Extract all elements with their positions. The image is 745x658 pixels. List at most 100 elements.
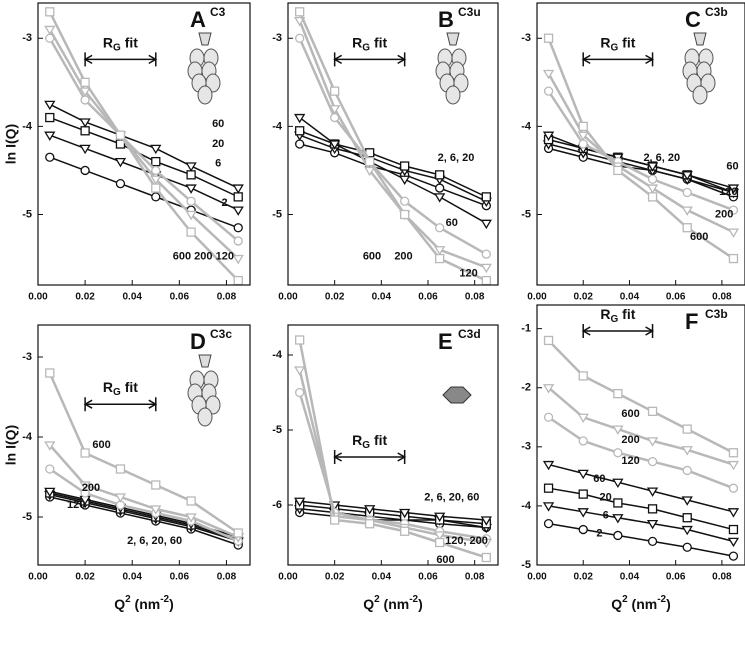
rg-arrow-head	[83, 397, 93, 412]
series-line	[48, 372, 239, 535]
icon	[446, 32, 460, 46]
rg-arrow-head	[581, 324, 591, 338]
marker	[577, 508, 589, 518]
marker	[400, 161, 410, 171]
marker	[185, 184, 197, 194]
x-tick-label: 0.08	[465, 292, 485, 303]
marker	[115, 179, 126, 189]
y-tick-label: -4	[272, 120, 283, 132]
marker	[330, 515, 340, 525]
x-label-unit: (nm	[628, 596, 658, 612]
marker	[646, 487, 659, 497]
rg-rest: fit	[370, 34, 387, 50]
x-label-base: Q	[363, 596, 374, 612]
x-tick-label: 0.06	[170, 292, 190, 303]
marker	[647, 536, 658, 547]
rg-sub: G	[611, 42, 619, 53]
x-tick-label: 0.02	[75, 572, 95, 583]
series-line	[547, 90, 734, 212]
series-line	[299, 500, 487, 521]
marker	[681, 446, 693, 456]
y-tick-label: -4	[521, 120, 532, 132]
y-tick-label: -3	[272, 32, 282, 44]
x-tick-label: 0.08	[217, 572, 237, 583]
marker	[233, 275, 243, 285]
marker	[578, 371, 588, 381]
rg-arrow-head	[397, 450, 407, 464]
marker	[434, 193, 446, 203]
series-line	[299, 504, 487, 525]
marker	[232, 206, 244, 216]
marker	[646, 519, 659, 530]
series-line	[547, 386, 734, 466]
rg-arrow-head	[645, 52, 655, 67]
marker	[233, 223, 243, 233]
annotation: 200	[82, 482, 100, 494]
panel-letter: C	[685, 7, 701, 32]
marker	[186, 496, 196, 506]
marker	[151, 165, 161, 176]
series-line	[299, 134, 487, 202]
marker	[150, 175, 162, 186]
x-tick-label: 0.04	[620, 292, 640, 303]
x-tick-label: 0.02	[75, 292, 95, 303]
marker	[79, 144, 91, 155]
marker	[365, 519, 375, 529]
x-tick-label: 0.08	[217, 292, 237, 303]
x-tick-label: 0.00	[278, 572, 298, 583]
marker	[727, 508, 740, 518]
rg-sub: G	[362, 42, 370, 53]
marker	[578, 489, 588, 499]
marker	[186, 170, 196, 180]
annotation: 60	[212, 118, 224, 130]
x-tick-label: 0.00	[527, 292, 547, 303]
marker	[613, 498, 623, 508]
annotation: 20	[600, 491, 612, 503]
x-label-unit-exp: -2	[657, 594, 666, 605]
annotation: 120	[621, 455, 639, 467]
marker	[727, 537, 740, 548]
marker	[543, 483, 554, 493]
x-tick-label: 0.00	[28, 292, 48, 303]
series-line	[299, 116, 487, 224]
series-line	[298, 392, 487, 540]
series-line	[547, 339, 735, 454]
annotation: 6	[603, 510, 609, 522]
marker	[727, 228, 740, 238]
annotation: 120	[67, 499, 85, 511]
marker	[728, 253, 739, 264]
marker	[295, 139, 305, 149]
marker	[400, 209, 410, 220]
marker	[577, 469, 589, 480]
marker	[295, 33, 305, 43]
rg-sub: G	[611, 314, 619, 325]
marker	[45, 152, 55, 162]
x-tick-label: 0.08	[712, 292, 732, 303]
plot-frame	[37, 324, 251, 566]
rg-main: R	[352, 432, 362, 448]
icon	[442, 386, 472, 404]
marker	[682, 465, 692, 476]
series-line	[298, 37, 487, 256]
rg-label: RG fit	[352, 34, 387, 53]
x-tick-label: 0.04	[620, 572, 640, 583]
series-line	[547, 37, 735, 260]
y-tick-label: -4	[22, 120, 33, 132]
marker	[728, 483, 739, 493]
marker	[682, 187, 692, 198]
marker	[543, 86, 554, 96]
marker	[44, 441, 56, 451]
y-tick-label: -2	[521, 382, 531, 394]
annotation: 600	[436, 554, 454, 566]
marker	[79, 118, 91, 128]
marker	[613, 388, 623, 399]
panel-protein: C3b	[705, 5, 728, 19]
panel-letter: B	[438, 7, 454, 32]
marker	[435, 170, 445, 180]
rg-sub: G	[362, 440, 370, 451]
marker	[150, 505, 162, 515]
marker	[543, 335, 554, 346]
marker	[185, 162, 197, 172]
rg-rest: fit	[121, 379, 138, 395]
marker	[364, 505, 376, 515]
